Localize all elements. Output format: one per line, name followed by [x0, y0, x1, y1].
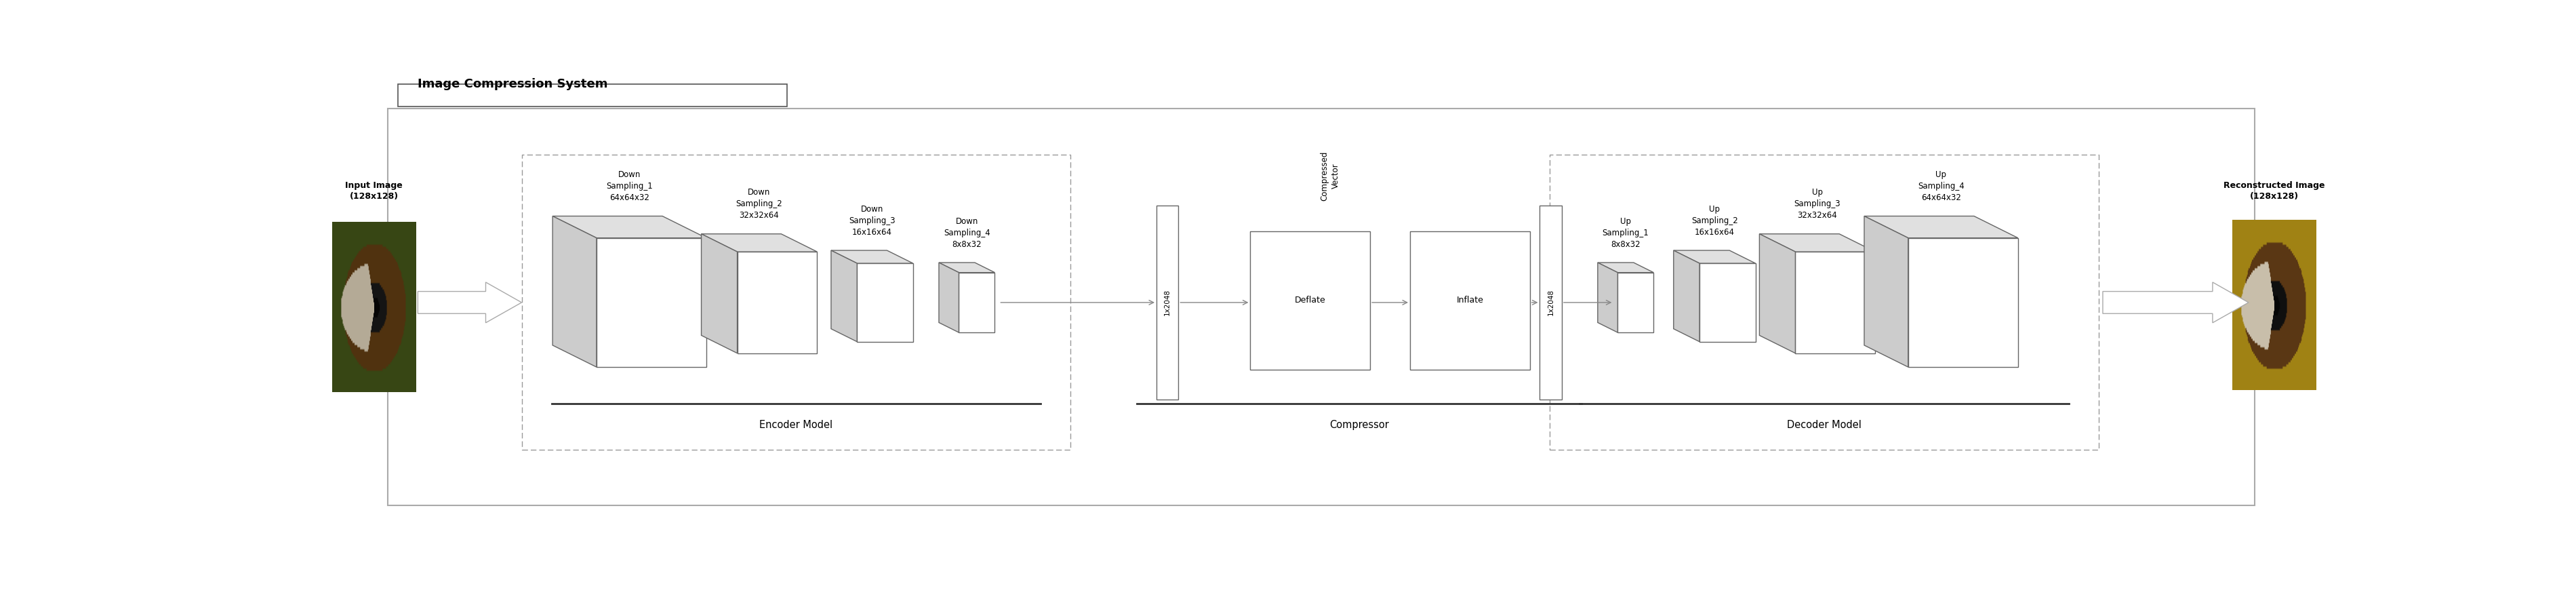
Text: Up
Sampling_4
64x64x32: Up Sampling_4 64x64x32 [1917, 170, 1965, 202]
FancyBboxPatch shape [1409, 231, 1530, 370]
Polygon shape [938, 262, 958, 332]
Polygon shape [417, 282, 520, 323]
Polygon shape [938, 262, 994, 273]
FancyBboxPatch shape [520, 155, 1072, 450]
Polygon shape [1759, 234, 1795, 353]
Polygon shape [554, 216, 706, 238]
Polygon shape [1759, 234, 1875, 252]
FancyBboxPatch shape [1551, 155, 2099, 450]
Polygon shape [598, 238, 706, 367]
Polygon shape [2102, 282, 2249, 323]
Polygon shape [832, 250, 912, 264]
Text: Up
Sampling_1
8x8x32: Up Sampling_1 8x8x32 [1602, 217, 1649, 249]
FancyBboxPatch shape [389, 109, 2254, 506]
Polygon shape [1618, 273, 1654, 332]
FancyBboxPatch shape [1540, 205, 1561, 400]
Polygon shape [1865, 216, 2017, 238]
Text: Down
Sampling_3
16x16x64: Down Sampling_3 16x16x64 [848, 205, 896, 237]
Polygon shape [832, 250, 858, 341]
FancyBboxPatch shape [1157, 205, 1177, 400]
Polygon shape [958, 273, 994, 332]
Text: Image Compression System: Image Compression System [417, 78, 608, 90]
Polygon shape [1597, 262, 1654, 273]
Polygon shape [737, 252, 817, 353]
Polygon shape [1674, 250, 1700, 341]
Text: Up
Sampling_2
16x16x64: Up Sampling_2 16x16x64 [1692, 205, 1739, 237]
Text: Decoder Model: Decoder Model [1788, 420, 1862, 430]
Polygon shape [554, 216, 598, 367]
Polygon shape [1909, 238, 2017, 367]
Text: Down
Sampling_1
64x64x32: Down Sampling_1 64x64x32 [605, 170, 652, 202]
Text: 1x2048: 1x2048 [1548, 289, 1553, 316]
Text: Up
Sampling_3
32x32x64: Up Sampling_3 32x32x64 [1793, 188, 1842, 220]
Polygon shape [858, 264, 912, 341]
Polygon shape [1795, 252, 1875, 353]
Text: Encoder Model: Encoder Model [760, 420, 832, 430]
Text: Down
Sampling_4
8x8x32: Down Sampling_4 8x8x32 [943, 217, 989, 249]
Text: Input Image
(128x128): Input Image (128x128) [345, 181, 402, 201]
Text: Reconstructed Image
(128x128): Reconstructed Image (128x128) [2223, 181, 2326, 201]
Text: Deflate: Deflate [1296, 296, 1327, 305]
FancyBboxPatch shape [397, 84, 788, 107]
Text: Inflate: Inflate [1455, 296, 1484, 305]
Polygon shape [1865, 216, 1909, 367]
Polygon shape [1700, 264, 1754, 341]
Text: Compressor: Compressor [1329, 420, 1388, 430]
Polygon shape [1597, 262, 1618, 332]
Text: 1x2048: 1x2048 [1164, 289, 1172, 316]
Text: Compressed
Vector: Compressed Vector [1321, 152, 1340, 201]
Text: Down
Sampling_2
32x32x64: Down Sampling_2 32x32x64 [737, 188, 783, 220]
Polygon shape [701, 234, 817, 252]
FancyBboxPatch shape [1249, 231, 1370, 370]
Polygon shape [1674, 250, 1754, 264]
Polygon shape [701, 234, 737, 353]
